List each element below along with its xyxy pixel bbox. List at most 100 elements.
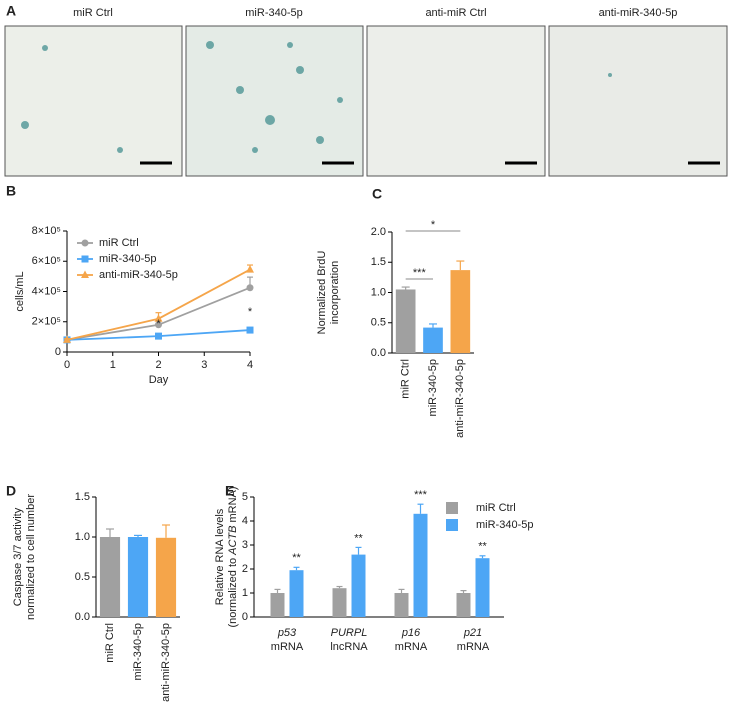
marker (246, 326, 254, 334)
significance: * (248, 306, 253, 318)
y-tick-label: 4 (242, 515, 248, 527)
y-axis-label: (normalized to ACTB mRNA) (227, 486, 239, 627)
stain-spots (21, 41, 612, 153)
x-tick-label: 0 (64, 359, 70, 371)
micrograph (185, 25, 364, 177)
bar (475, 558, 490, 617)
panel-label: B (6, 183, 16, 199)
x-tick-label: anti-miR-340-5p (454, 359, 466, 438)
x-tick-label: 2 (155, 359, 161, 371)
y-axis-label-part: (normalized to (227, 558, 239, 628)
y-tick-label: 0 (55, 346, 61, 358)
bar (270, 593, 285, 617)
panel-label: C (372, 186, 382, 202)
x-tick-label: mRNA (395, 641, 428, 653)
bar (351, 554, 366, 617)
legend-marker (81, 255, 89, 263)
x-tick-label: PURPL (331, 627, 368, 639)
bar (155, 537, 177, 617)
y-tick-label: 8×10⁵ (32, 225, 61, 237)
image-label: anti-miR Ctrl (425, 7, 486, 19)
x-tick-label: p21 (463, 627, 482, 639)
panel-label: A (6, 3, 16, 19)
y-axis-label: Caspase 3/7 activity (12, 507, 24, 606)
legend-label: miR-340-5p (99, 253, 156, 265)
legend-swatch (446, 519, 458, 531)
legend-swatch (446, 502, 458, 514)
legend-marker (81, 239, 89, 247)
y-tick-label: 4×10⁵ (32, 285, 61, 297)
marker (246, 265, 254, 273)
bar (99, 537, 121, 617)
y-axis-label-part: ACTB (227, 526, 239, 556)
marker (155, 332, 162, 340)
x-tick-label: miR-340-5p (427, 359, 439, 416)
bar (332, 588, 347, 617)
significance: ** (354, 532, 363, 544)
x-axis-label: Day (149, 374, 169, 386)
y-tick-label: 2.0 (371, 226, 386, 238)
legend-label: miR Ctrl (476, 502, 516, 514)
bar (450, 270, 471, 353)
x-tick-label: mRNA (457, 641, 490, 653)
x-tick-label: miR-340-5p (132, 623, 144, 680)
y-tick-label: 0.0 (75, 611, 90, 623)
y-axis-label: Relative RNA levels (214, 508, 226, 605)
y-tick-label: 2×10⁵ (32, 316, 61, 328)
y-tick-label: 1.5 (75, 491, 90, 503)
micrograph (4, 25, 183, 177)
marker (154, 314, 163, 322)
y-tick-label: 0 (242, 611, 248, 623)
y-axis-label: Normalized BrdU (316, 251, 328, 335)
x-tick-label: mRNA (271, 641, 304, 653)
y-tick-label: 1.5 (371, 256, 386, 268)
bar (423, 327, 443, 353)
bar (395, 289, 416, 353)
y-tick-label: 1.0 (75, 531, 90, 543)
y-tick-label: 0.0 (371, 347, 386, 359)
y-axis-label: cells/mL (14, 271, 26, 311)
x-tick-label: lncRNA (330, 641, 368, 653)
x-tick-label: 3 (201, 359, 207, 371)
micrograph (366, 25, 546, 177)
significance: * (156, 318, 161, 330)
panel-label: E (225, 483, 234, 499)
x-tick-label: miR Ctrl (104, 623, 116, 663)
marker (246, 284, 254, 292)
legend-label: miR Ctrl (99, 237, 139, 249)
micrograph (548, 25, 728, 177)
y-tick-label: 5 (242, 491, 248, 503)
x-tick-label: p16 (401, 627, 421, 639)
bar (413, 513, 428, 617)
x-tick-label: 1 (110, 359, 116, 371)
marker (155, 321, 162, 329)
bar (289, 570, 304, 617)
y-axis-label-part: mRNA) (227, 486, 239, 522)
legend-label: anti-miR-340-5p (99, 269, 178, 281)
legend-label: miR-340-5p (476, 519, 533, 531)
image-label: miR-340-5p (245, 7, 302, 19)
significance: ** (478, 541, 487, 553)
y-axis-label: incorporation (329, 261, 341, 325)
marker (63, 335, 71, 343)
panel-label: D (6, 483, 16, 499)
y-tick-label: 0.5 (371, 317, 386, 329)
x-tick-label: 4 (247, 359, 253, 371)
bar (394, 593, 409, 617)
y-tick-label: 0.5 (75, 571, 90, 583)
y-tick-label: 3 (242, 539, 248, 551)
significance: *** (414, 489, 428, 501)
image-label: miR Ctrl (73, 7, 113, 19)
bar (456, 593, 471, 617)
legend-marker (81, 270, 89, 278)
y-tick-label: 2 (242, 563, 248, 575)
x-tick-label: miR Ctrl (400, 359, 412, 399)
significance: *** (413, 267, 427, 279)
x-tick-label: anti-miR-340-5p (160, 623, 172, 702)
bar (127, 537, 149, 617)
y-tick-label: 6×10⁵ (32, 255, 61, 267)
significance: * (431, 219, 436, 231)
x-tick-label: p53 (277, 627, 297, 639)
y-tick-label: 1 (242, 587, 248, 599)
